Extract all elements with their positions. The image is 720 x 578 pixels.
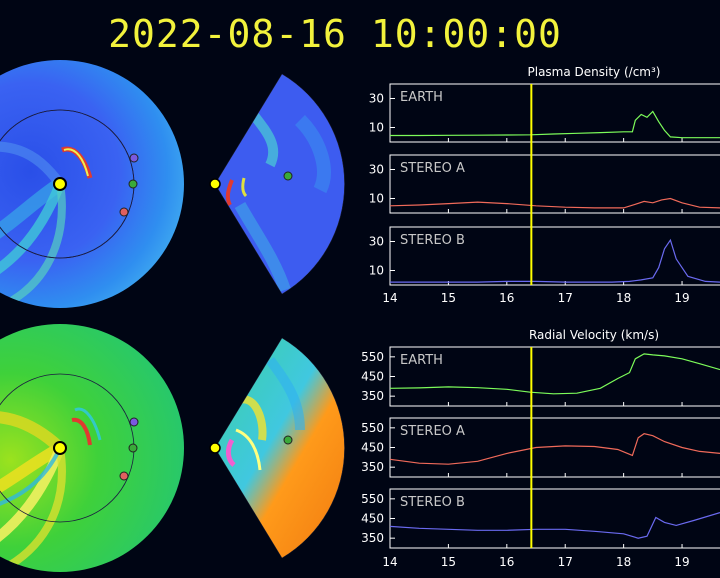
y-tick-label: 350: [361, 531, 384, 545]
velocity-polar-map: [0, 324, 184, 572]
sun-marker-wedge: [209, 178, 221, 190]
stereo-b-marker: [129, 417, 139, 427]
x-tick-label: 18: [616, 291, 631, 305]
chart-panel: 10 30 STEREO B: [369, 226, 720, 286]
chart-panel: 350 450 550 EARTH: [361, 346, 720, 407]
y-tick-label: 10: [369, 192, 384, 206]
time-series-charts: Plasma Density (/cm³) 10 30 EARTH 10 30 STEREO…: [361, 65, 720, 569]
y-tick-label: 550: [361, 350, 384, 364]
y-tick-label: 350: [361, 389, 384, 403]
x-tick-label: 17: [558, 291, 573, 305]
stereo-a-marker: [119, 471, 129, 481]
density-wedge-map: [214, 73, 345, 295]
y-tick-label: 450: [361, 512, 384, 526]
y-tick-label: 30: [369, 92, 384, 106]
sun-marker-wedge: [209, 442, 221, 454]
panel-frame: [389, 226, 720, 286]
series-line: [390, 238, 720, 283]
x-tick-label: 16: [499, 291, 514, 305]
stereo-a-marker: [119, 207, 129, 217]
panel-label: STEREO A: [400, 424, 465, 439]
y-tick-label: 550: [361, 421, 384, 435]
earth-marker-wedge: [283, 171, 293, 181]
series-line: [389, 197, 720, 209]
x-tick-label: 15: [441, 555, 456, 569]
x-tick-label: 17: [558, 555, 573, 569]
stereo-b-marker: [129, 153, 139, 163]
chart-panel: 350 450 550 STEREO A: [361, 417, 720, 478]
earth-marker-wedge: [283, 435, 293, 445]
x-tick-label: 14: [382, 291, 397, 305]
chart-panel: 350 450 550 STEREO B: [361, 488, 720, 549]
series-line: [390, 110, 720, 139]
sun-marker: [53, 441, 67, 455]
y-tick-label: 350: [361, 460, 384, 474]
panel-frame: [389, 83, 720, 143]
chart-title: Radial Velocity (km/s): [529, 328, 659, 342]
x-tick-label: 16: [499, 555, 514, 569]
chart-title: Plasma Density (/cm³): [528, 65, 661, 79]
velocity-wedge-map: [214, 337, 345, 559]
panel-label: STEREO A: [400, 161, 465, 176]
y-tick-label: 550: [361, 492, 384, 506]
panel-frame: [389, 154, 720, 214]
y-tick-label: 450: [361, 441, 384, 455]
series-line: [389, 433, 720, 465]
y-tick-label: 30: [369, 235, 384, 249]
chart-panel: 10 30 EARTH: [369, 83, 720, 143]
series-line: [389, 353, 720, 395]
x-tick-label: 19: [674, 291, 689, 305]
y-tick-label: 450: [361, 370, 384, 384]
x-tick-label: 18: [616, 555, 631, 569]
series-line: [389, 512, 720, 539]
timestamp: 2022-08-16 10:00:00: [108, 12, 562, 56]
y-tick-label: 10: [369, 121, 384, 135]
panel-label: STEREO B: [400, 495, 465, 510]
panel-label: EARTH: [400, 353, 443, 368]
x-tick-label: 14: [382, 555, 397, 569]
panel-label: EARTH: [400, 90, 443, 105]
sun-marker: [53, 177, 67, 191]
x-tick-label: 15: [441, 291, 456, 305]
earth-marker: [128, 179, 138, 189]
panel-label: STEREO B: [400, 233, 465, 248]
x-tick-label: 19: [674, 555, 689, 569]
earth-marker: [128, 443, 138, 453]
y-tick-label: 10: [369, 264, 384, 278]
y-tick-label: 30: [369, 163, 384, 177]
chart-panel: 10 30 STEREO A: [369, 154, 720, 214]
density-polar-map: [0, 60, 184, 308]
